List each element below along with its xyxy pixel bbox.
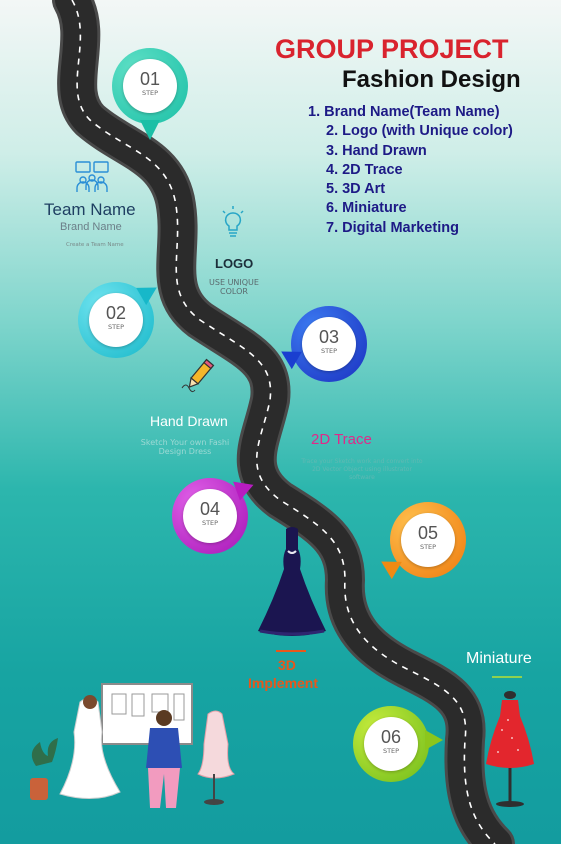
step-label: STEP [419,543,437,551]
task-item: 7. Digital Marketing [326,219,459,236]
implement-3d-line1: 3D [278,657,296,673]
miniature-title: Miniature [466,650,532,667]
step-01-marker: 01 STEP [112,48,188,124]
fashion-studio-illustration [30,683,236,808]
step-03-marker: 03 STEP [291,306,367,382]
task-item: 5. 3D Art [326,181,386,198]
logo-title: LOGO [215,256,254,271]
step-label: STEP [382,747,400,755]
step-06-marker: 06 STEP [353,706,429,782]
step-number: 03 [318,327,340,347]
page-subtitle: Fashion Design [342,66,521,93]
team-name-subtitle: Brand Name [60,221,122,233]
task-item: 4. 2D Trace [326,161,403,178]
implement-divider [276,650,306,652]
team-name-note: Create a Team Name [66,242,124,248]
step-label: STEP [141,89,159,97]
trace-2d-desc: Trace your Sketch work and convert into … [301,458,423,481]
red-dress-mannequin [486,691,534,807]
step-label: STEP [320,347,338,355]
navy-gown-illustration [258,527,326,636]
trace-2d-title: 2D Trace [311,431,372,448]
step-04-marker: 04 STEP [172,478,248,554]
logo-desc: USE UNIQUE COLOR [209,278,259,296]
miniature-divider [492,676,522,678]
team-name-title: Team Name [44,200,136,219]
hand-drawn-title: Hand Drawn [150,413,228,429]
task-item: 6. Miniature [326,200,407,217]
hand-drawn-desc: Sketch Your own Fashi Design Dress [140,438,230,456]
task-item: 3. Hand Drawn [326,142,427,159]
step-label: STEP [107,323,125,331]
step-number: 01 [139,69,161,89]
step-06-pointer [425,730,443,750]
lightbulb-icon [222,206,244,237]
step-number: 02 [105,303,127,323]
step-01-pointer [140,120,160,140]
page-title: GROUP PROJECT [275,34,509,64]
pencil-icon [181,358,215,393]
step-number: 05 [417,523,439,543]
task-item: 1. Brand Name(Team Name) [308,104,500,120]
task-item: 2. Logo (with Unique color) [326,123,513,140]
step-02-marker: 02 STEP [78,282,154,358]
step-05-marker: 05 STEP [390,502,466,578]
implement-3d-line2: Implement [248,675,319,691]
step-label: STEP [201,519,219,527]
team-chat-icon [75,161,109,192]
step-number: 04 [199,499,221,519]
step-number: 06 [380,727,402,747]
task-list: 1. Brand Name(Team Name) 2. Logo (with U… [300,103,513,238]
